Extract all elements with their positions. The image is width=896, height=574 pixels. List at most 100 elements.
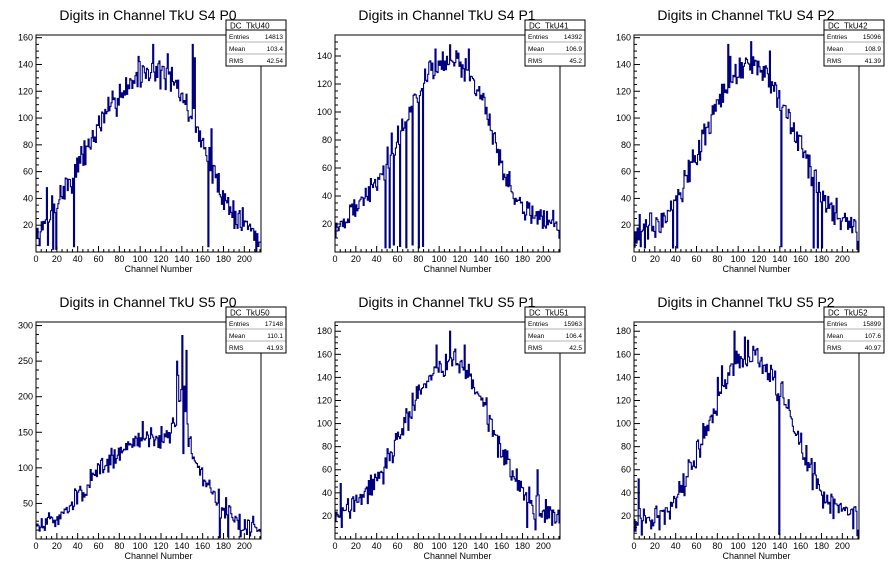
x-tick-label: 160: [195, 541, 210, 551]
x-axis-label: Channel Number: [423, 264, 491, 274]
y-tick-label: 160: [18, 33, 33, 43]
x-tick-label: 140: [473, 541, 488, 551]
stats-box: DC_TkU52 Entries 15899 Mean 107.6 RMS 40.97: [823, 306, 885, 354]
x-tick-label: 0: [631, 541, 636, 551]
x-tick-label: 140: [772, 254, 787, 264]
x-tick-label: 80: [413, 541, 423, 551]
stats-row-label: Mean: [827, 333, 844, 340]
stats-box: DC_TkU42 Entries 15096 Mean 108.9 RMS 41.39: [823, 19, 885, 67]
y-tick-label: 20: [621, 220, 631, 230]
stats-box: DC_TkU50 Entries 17148 Mean 110.1 RMS 41.93: [225, 306, 287, 354]
y-tick-label: 20: [621, 511, 631, 521]
y-tick-label: 300: [18, 321, 33, 331]
stats-histogram-name: DC_TkU42: [828, 22, 868, 31]
x-tick-label: 120: [452, 541, 467, 551]
stats-row-label: Entries: [528, 321, 549, 328]
x-tick-label: 120: [452, 254, 467, 264]
x-tick-label: 100: [432, 541, 447, 551]
stats-row-label: RMS: [827, 58, 842, 65]
histogram-tku-s4-p0: Digits in Channel TkU S4 P0 0 20 40 60 80 100 1…: [18, 7, 287, 274]
x-tick-label: 200: [835, 254, 850, 264]
x-tick-label: 60: [392, 541, 402, 551]
stats-box-frame: [823, 306, 885, 354]
x-axis-label: Channel Number: [423, 551, 491, 561]
stats-row-value: 107.6: [865, 333, 882, 340]
y-tick-label: 140: [317, 51, 332, 61]
stats-row-label: Mean: [528, 333, 545, 340]
stats-row-label: Mean: [229, 46, 246, 53]
panel-tku-s5-p0: Digits in Channel TkU S5 P0 0 20 40 60 80 100 1…: [0, 287, 298, 574]
x-tick-label: 180: [515, 254, 530, 264]
stats-row-label: Entries: [229, 34, 250, 41]
plot-frame: [35, 34, 262, 253]
x-tick-label: 140: [174, 254, 189, 264]
x-tick-label: 0: [332, 254, 337, 264]
stats-box-frame: [524, 19, 586, 67]
stats-row-value: 14813: [265, 34, 283, 41]
y-tick-label: 120: [616, 86, 631, 96]
y-tick-label: 40: [23, 193, 33, 203]
stats-row-label: Mean: [827, 46, 844, 53]
chart-title: Digits in Channel TkU S4 P2: [657, 7, 834, 23]
plot-frame: [35, 321, 262, 540]
histogram-series-line: [335, 44, 560, 249]
x-tick-label: 180: [515, 541, 530, 551]
x-tick-label: 60: [392, 254, 402, 264]
y-tick-label: 140: [18, 59, 33, 69]
stats-row-label: Entries: [229, 321, 250, 328]
stats-row-value: 106.9: [566, 46, 583, 53]
stats-row-value: 15963: [564, 321, 582, 328]
stats-row-value: 15899: [863, 321, 881, 328]
x-tick-label: 40: [671, 541, 681, 551]
x-tick-label: 160: [494, 254, 509, 264]
y-tick-label: 100: [18, 463, 33, 473]
x-tick-label: 60: [691, 541, 701, 551]
x-tick-label: 180: [216, 254, 231, 264]
histogram-tku-s4-p2: Digits in Channel TkU S4 P2 0 20 40 60 80 100 1…: [616, 7, 885, 274]
y-tick-label: 80: [621, 140, 631, 150]
panel-tku-s4-p0: Digits in Channel TkU S4 P0 0 20 40 60 80 100 1…: [0, 0, 298, 287]
panel-tku-s5-p2: Digits in Channel TkU S5 P2 0 20 40 60 80 100 1…: [598, 287, 896, 574]
y-tick-label: 40: [322, 488, 332, 498]
histogram-tku-s5-p2: Digits in Channel TkU S5 P2 0 20 40 60 80 100 1…: [616, 294, 885, 561]
chart-title: Digits in Channel TkU S5 P2: [657, 294, 834, 310]
y-tick-label: 100: [317, 107, 332, 117]
x-tick-label: 40: [372, 254, 382, 264]
chart-title: Digits in Channel TkU S5 P0: [59, 294, 236, 310]
y-tick-label: 80: [322, 442, 332, 452]
chart-title: Digits in Channel TkU S4 P1: [358, 7, 535, 23]
y-tick-label: 40: [621, 193, 631, 203]
y-tick-label: 60: [621, 465, 631, 475]
histogram-tku-s4-p1: Digits in Channel TkU S4 P1 0 20 40 60 80 100 1…: [317, 7, 586, 274]
y-tick-label: 250: [18, 356, 33, 366]
x-tick-label: 120: [153, 541, 168, 551]
y-tick-label: 150: [18, 427, 33, 437]
x-tick-label: 200: [835, 541, 850, 551]
stats-row-value: 103.4: [267, 46, 284, 53]
y-tick-label: 50: [23, 498, 33, 508]
x-tick-label: 0: [33, 541, 38, 551]
x-tick-label: 200: [536, 254, 551, 264]
x-tick-label: 60: [691, 254, 701, 264]
x-tick-label: 160: [494, 541, 509, 551]
stats-row-value: 40.97: [865, 345, 882, 352]
y-tick-label: 40: [322, 191, 332, 201]
x-tick-label: 200: [237, 541, 252, 551]
x-tick-label: 160: [195, 254, 210, 264]
y-tick-label: 80: [621, 442, 631, 452]
y-tick-label: 20: [322, 219, 332, 229]
y-tick-label: 100: [317, 419, 332, 429]
x-tick-label: 40: [73, 541, 83, 551]
x-tick-label: 180: [814, 541, 829, 551]
stats-histogram-name: DC_TkU51: [529, 309, 569, 318]
y-tick-label: 180: [317, 326, 332, 336]
histogram-series-line: [36, 334, 261, 539]
y-tick-label: 160: [616, 33, 631, 43]
x-tick-label: 20: [351, 254, 361, 264]
stats-row-label: RMS: [229, 58, 244, 65]
x-tick-label: 80: [114, 541, 124, 551]
y-tick-label: 80: [322, 135, 332, 145]
x-tick-label: 200: [237, 254, 252, 264]
stats-row-label: Mean: [229, 333, 246, 340]
stats-box: DC_TkU51 Entries 15963 Mean 106.4 RMS 42.5: [524, 306, 586, 354]
